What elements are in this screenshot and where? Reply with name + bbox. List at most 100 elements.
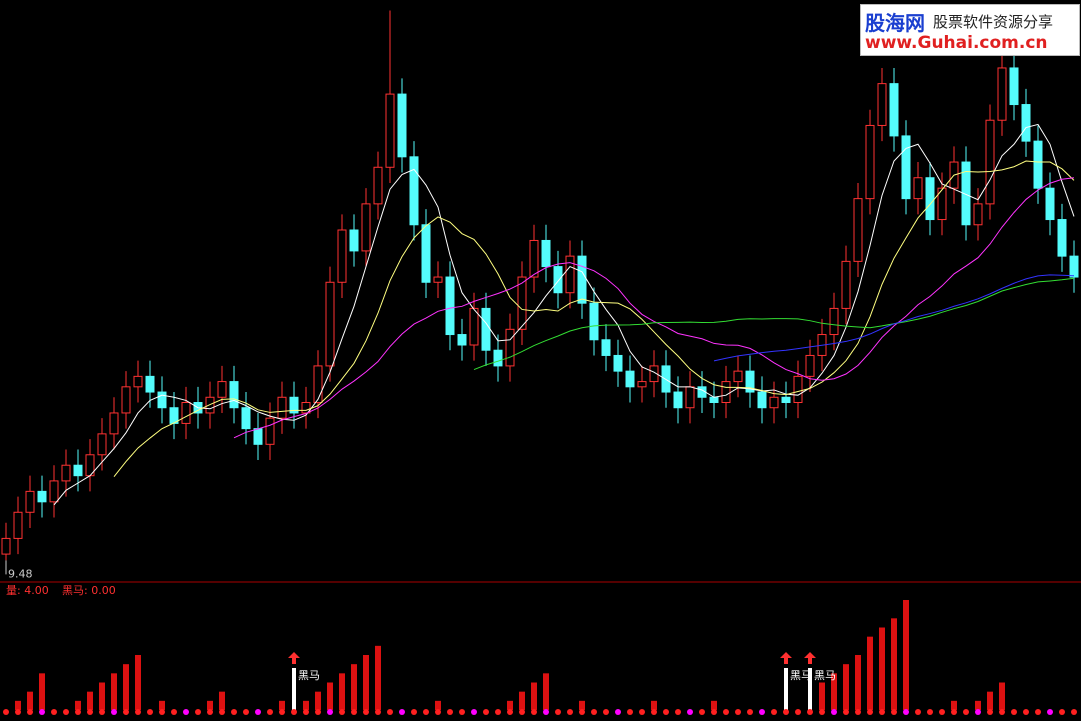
- baseline-dot: [123, 709, 129, 715]
- baseline-dot: [495, 709, 501, 715]
- baseline-dot: [603, 709, 609, 715]
- candle-body: [1009, 67, 1019, 106]
- indicator-bar: [279, 700, 285, 710]
- moving-average: [713, 274, 1075, 362]
- baseline-dot: [3, 709, 9, 715]
- baseline-dot: [267, 709, 273, 715]
- indicator-bar: [579, 700, 585, 710]
- candle-body: [409, 156, 419, 226]
- candle-body: [529, 239, 539, 278]
- baseline-dot: [1011, 709, 1017, 715]
- candle-body: [97, 433, 107, 456]
- candle-body: [781, 396, 791, 404]
- baseline-dot: [111, 709, 117, 715]
- candle-body: [1057, 219, 1067, 257]
- candle-body: [325, 281, 335, 367]
- candle-body: [1021, 104, 1031, 142]
- baseline-dot: [567, 709, 573, 715]
- baseline-dot: [1059, 709, 1065, 715]
- baseline-dot: [483, 709, 489, 715]
- moving-average: [233, 177, 1075, 439]
- candle-body: [649, 365, 659, 383]
- candle-body: [145, 375, 155, 393]
- baseline-dot: [879, 709, 885, 715]
- candle-body: [889, 83, 899, 137]
- indicator-bar: [327, 682, 333, 710]
- baseline-dot: [435, 709, 441, 715]
- indicator-bar: [99, 682, 105, 710]
- baseline-dot: [579, 709, 585, 715]
- baseline-dot: [855, 709, 861, 715]
- baseline-dot: [339, 709, 345, 715]
- baseline-dot: [963, 709, 969, 715]
- indicator-bar: [375, 645, 381, 710]
- baseline-dot: [39, 709, 45, 715]
- indicator-bar: [351, 664, 357, 710]
- indicator-bar: [543, 673, 549, 710]
- candle-body: [133, 375, 143, 388]
- baseline-dot: [543, 709, 549, 715]
- baseline-dot: [975, 709, 981, 715]
- indicator-bar: [219, 691, 225, 710]
- baseline-dot: [75, 709, 81, 715]
- indicator-legend: 黑马: 0.00: [62, 584, 116, 597]
- moving-average: [53, 123, 1075, 506]
- baseline-dot: [399, 709, 405, 715]
- candle-body: [1045, 187, 1055, 221]
- indicator-bar: [435, 700, 441, 710]
- baseline-dot: [795, 709, 801, 715]
- baseline-dot: [807, 709, 813, 715]
- baseline-dot: [699, 709, 705, 715]
- baseline-dot: [375, 709, 381, 715]
- candle-body: [925, 177, 935, 221]
- candle-body: [433, 276, 443, 283]
- candle-body: [61, 464, 71, 482]
- signal-arrow: [804, 652, 816, 664]
- candle-body: [577, 255, 587, 304]
- baseline-dot: [231, 709, 237, 715]
- candle-body: [1069, 255, 1079, 278]
- candle-body: [445, 276, 455, 336]
- low-label: 9.48: [8, 567, 33, 580]
- candle-body: [121, 386, 131, 414]
- baseline-dot: [591, 709, 597, 715]
- candle-body: [841, 260, 851, 309]
- candle-body: [313, 365, 323, 403]
- baseline-dot: [615, 709, 621, 715]
- baseline-dot: [363, 709, 369, 715]
- baseline-dot: [291, 709, 297, 715]
- candle-body: [37, 490, 47, 503]
- baseline-dot: [771, 709, 777, 715]
- candle-body: [805, 354, 815, 377]
- baseline-dot: [675, 709, 681, 715]
- candle-body: [961, 161, 971, 226]
- baseline-dot: [531, 709, 537, 715]
- candle-body: [793, 375, 803, 404]
- candle-body: [289, 396, 299, 414]
- candle-body: [613, 354, 623, 372]
- baseline-dot: [99, 709, 105, 715]
- signal-label: 黑马: [814, 669, 836, 682]
- indicator-bar: [975, 700, 981, 710]
- baseline-dot: [159, 709, 165, 715]
- baseline-dot: [315, 709, 321, 715]
- moving-average: [473, 277, 1075, 371]
- baseline-dot: [843, 709, 849, 715]
- baseline-dot: [351, 709, 357, 715]
- candle-body: [469, 307, 479, 346]
- indicator-bar: [867, 636, 873, 710]
- candle-body: [265, 417, 275, 445]
- candle-body: [109, 412, 119, 435]
- indicator-bar: [339, 673, 345, 710]
- watermark-site: 股海网: [865, 11, 925, 35]
- candle-body: [745, 370, 755, 393]
- baseline-dot: [711, 709, 717, 715]
- baseline-dot: [951, 709, 957, 715]
- baseline-dot: [507, 709, 513, 715]
- indicator-bar: [315, 691, 321, 710]
- watermark-slogan: 股票软件资源分享: [933, 13, 1054, 31]
- baseline-dot: [63, 709, 69, 715]
- candle-body: [913, 177, 923, 200]
- baseline-dot: [243, 709, 249, 715]
